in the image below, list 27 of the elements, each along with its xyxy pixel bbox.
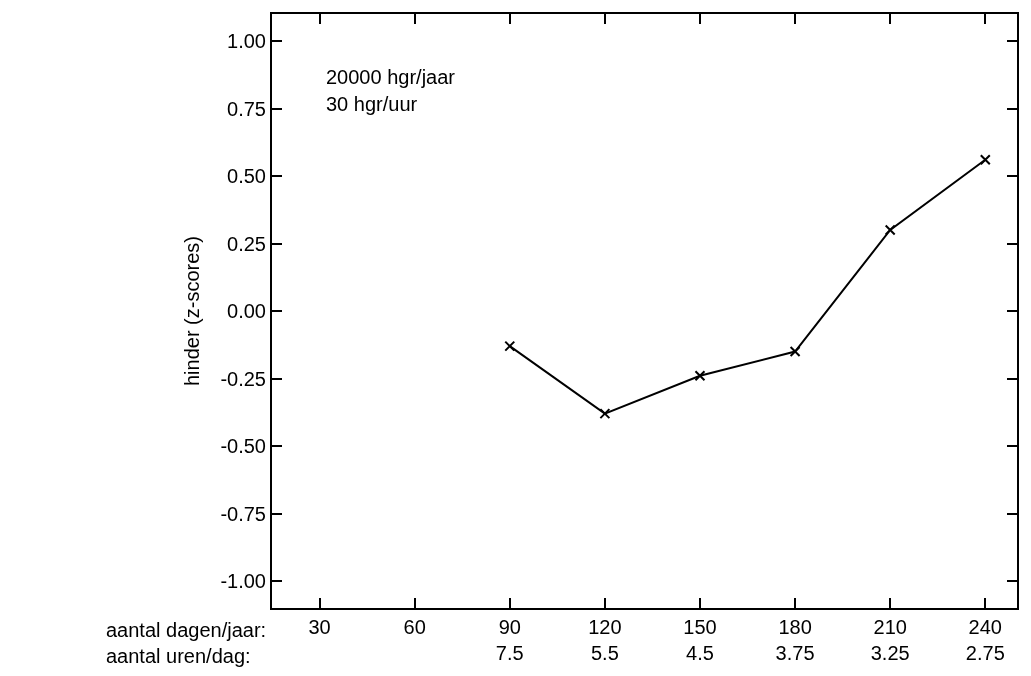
x-tick-label: 90 7.5 (495, 616, 524, 664)
annotation: 20000 hgr/jaar (326, 66, 456, 88)
y-tick-label: -0.25 (220, 367, 266, 390)
x-tick-label: 180 3.75 (775, 616, 815, 664)
x-tick-label: 30 (308, 616, 331, 638)
y-axis-title: hinder (z-scores) (181, 235, 204, 387)
point (789, 346, 801, 357)
point (694, 370, 706, 382)
y-tick-label: 0.00 (227, 300, 266, 322)
y-tick-label: 1.00 (227, 30, 266, 52)
y-tick-label: -0.50 (220, 435, 266, 457)
point (599, 408, 611, 420)
x-tick-label: 120 5.5 (588, 616, 622, 664)
point (979, 154, 991, 166)
x-tick-label: 240 2.75 (965, 616, 1005, 664)
x-axis-title: aantal dagen/jaar: aantal uren/dag: (106, 619, 267, 667)
y-tick-label: -1.00 (220, 570, 266, 592)
y-tick-label: 0.75 (227, 97, 266, 120)
point (504, 340, 516, 352)
x-tick-label: 150 4.5 (683, 616, 717, 664)
x-tick-label: 60 (403, 616, 426, 638)
x-tick-label: 210 3.25 (870, 616, 910, 664)
annotation: 30 hgr/uur (326, 93, 418, 115)
y-tick-label: 0.25 (227, 232, 266, 255)
point (884, 224, 896, 236)
y-tick-label: -0.75 (220, 502, 266, 525)
y-tick-label: 0.50 (227, 165, 266, 187)
